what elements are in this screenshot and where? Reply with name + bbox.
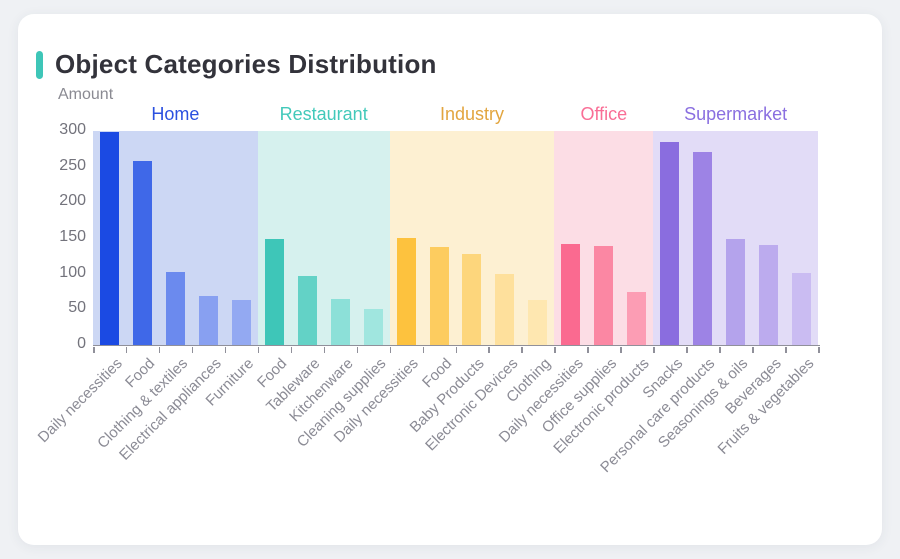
bar-baby-products[interactable] (462, 254, 482, 345)
bar-snacks[interactable] (660, 141, 680, 345)
chart-card: Object Categories Distribution Amount Ho… (18, 14, 882, 545)
bar-fruits-vegetables[interactable] (792, 272, 812, 345)
x-axis-tick-mark (521, 346, 523, 353)
y-tick-label: 0 (77, 335, 86, 352)
bar-tableware[interactable] (297, 275, 317, 345)
bar-kitchenware[interactable] (330, 298, 350, 345)
y-tick-label: 250 (59, 156, 86, 174)
x-axis-tick-mark (719, 346, 721, 353)
bar-food[interactable] (264, 239, 284, 345)
bar-cleaning-supplies[interactable] (363, 309, 383, 345)
page-title: Object Categories Distribution (55, 49, 437, 79)
x-axis-tick-mark (818, 346, 820, 353)
chart-header: Object Categories Distribution (36, 49, 437, 80)
y-tick-label: 200 (59, 192, 86, 210)
bar-clothing[interactable] (528, 300, 548, 345)
x-axis-tick-mark (686, 346, 688, 353)
bar-electronic-products[interactable] (627, 291, 647, 345)
y-tick-label: 100 (59, 263, 86, 281)
group-label-office: Office (580, 104, 628, 124)
group-label-industry: Industry (439, 104, 504, 124)
x-axis-line (93, 345, 820, 346)
bar-daily-necessities[interactable] (99, 132, 119, 345)
y-tick-label: 300 (59, 121, 86, 138)
bar-clothing-textiles[interactable] (165, 272, 185, 345)
bar-furniture[interactable] (231, 300, 251, 345)
x-axis-tick-mark (785, 346, 787, 353)
x-axis-tick-mark (323, 346, 326, 353)
bar-electronic-devices[interactable] (495, 274, 515, 345)
x-axis-tick-mark (125, 346, 128, 353)
bar-office-supplies[interactable] (594, 245, 614, 345)
bar-food[interactable] (132, 160, 152, 345)
x-axis-tick-mark (587, 346, 589, 353)
x-axis-tick-mark (488, 346, 490, 353)
x-axis-tick-mark (620, 346, 622, 353)
x-axis-tick-mark (653, 346, 655, 353)
x-axis-tick-mark (422, 346, 425, 353)
x-axis-tick-mark (158, 346, 161, 353)
group-label-home: Home (151, 104, 200, 124)
bar-seasonings-oils[interactable] (726, 239, 746, 345)
bar-electrical-appliances[interactable] (198, 295, 218, 345)
x-axis-tick-mark (389, 346, 392, 353)
bar-daily-necessities[interactable] (561, 243, 581, 345)
y-tick-label: 50 (68, 299, 86, 317)
x-axis-tick-mark (554, 346, 556, 353)
title-accent-bar (36, 50, 43, 79)
bar-personal-care-products[interactable] (693, 151, 713, 345)
group-label-supermarket: Supermarket (684, 104, 788, 124)
y-tick-label: 150 (59, 228, 86, 245)
y-axis-title: Amount (58, 86, 114, 103)
bar-food[interactable] (429, 246, 449, 345)
x-axis-tick-mark (191, 346, 194, 353)
bar-beverages[interactable] (759, 245, 779, 345)
x-axis-tick-mark (356, 346, 359, 353)
x-axis-tick-mark (290, 346, 293, 353)
x-axis-tick-mark (455, 346, 457, 353)
x-axis-tick-mark (752, 346, 754, 353)
x-axis-tick-mark (93, 346, 95, 353)
x-axis-tick-mark (224, 346, 227, 353)
bar-daily-necessities[interactable] (396, 238, 416, 345)
group-label-restaurant: Restaurant (279, 104, 368, 124)
x-axis-tick-mark (257, 346, 260, 353)
